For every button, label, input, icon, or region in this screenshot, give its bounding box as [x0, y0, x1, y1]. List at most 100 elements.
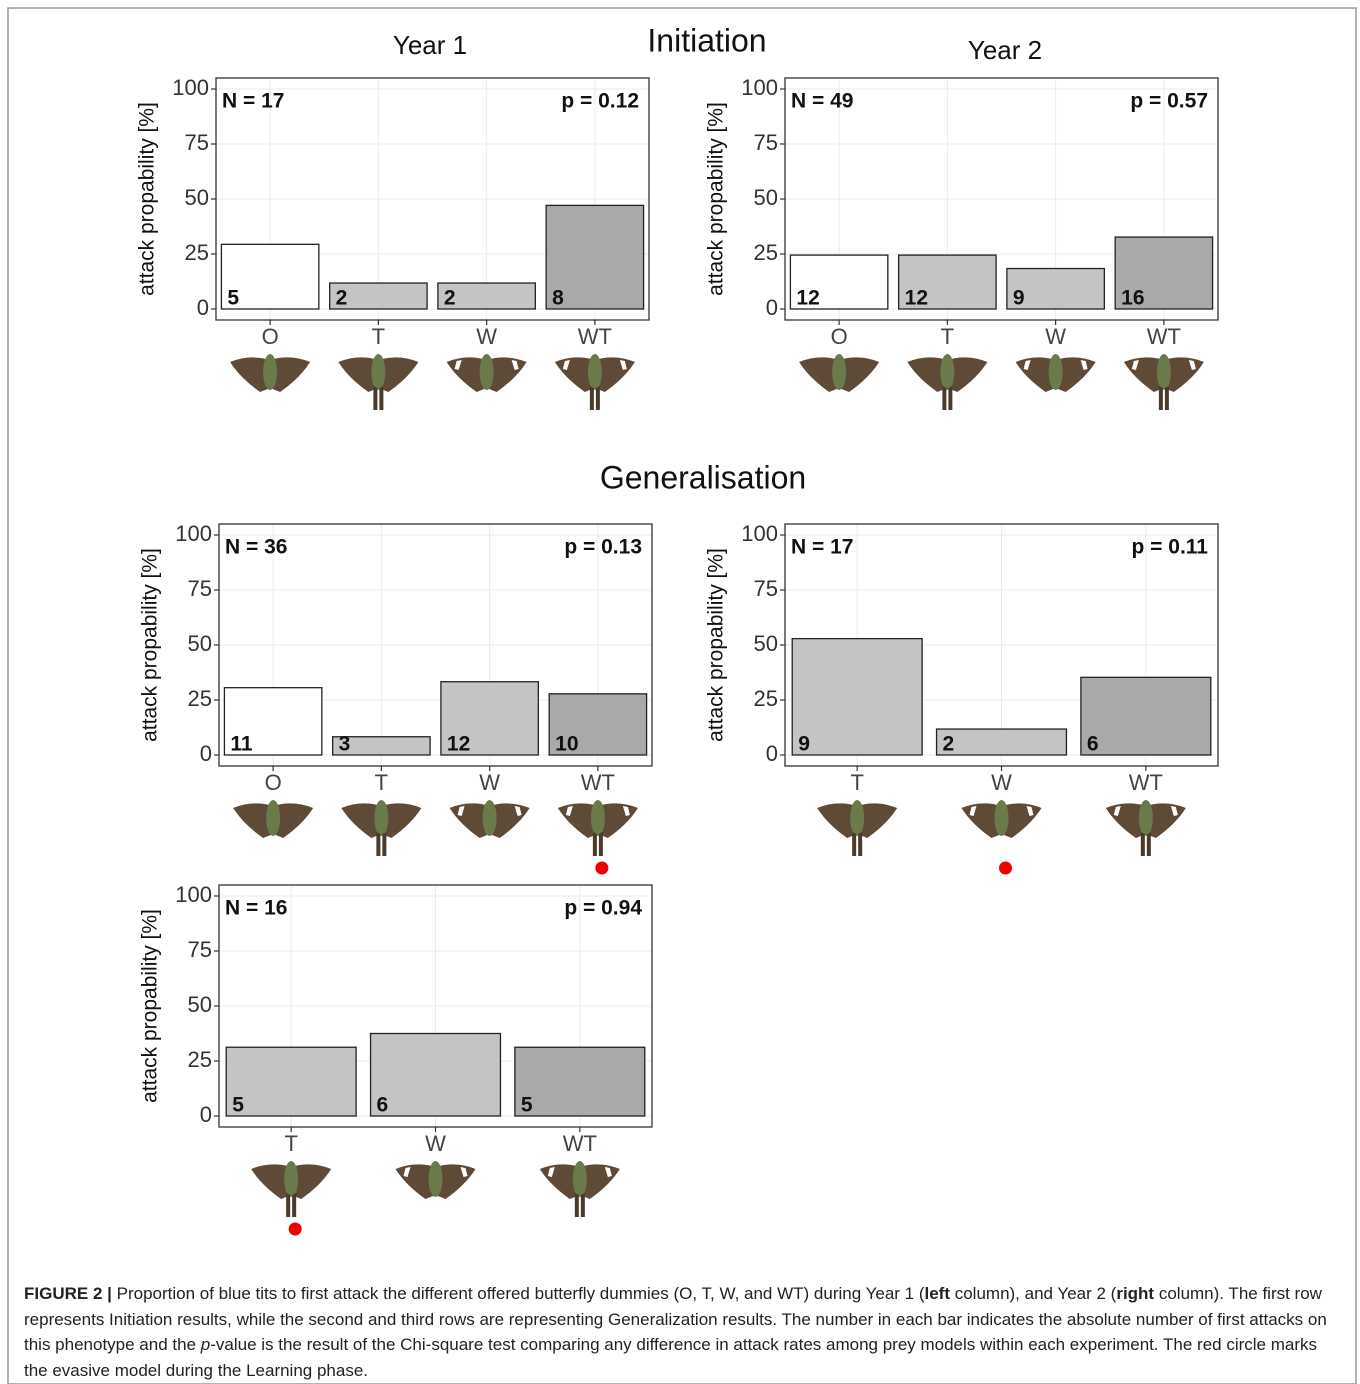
butterfly-icon: [230, 354, 311, 392]
n-label: N = 16: [225, 897, 287, 920]
bar-count-label: 2: [444, 287, 456, 310]
y-tick-label: 75: [754, 130, 778, 155]
y-tick-label: 75: [188, 937, 212, 962]
panel-border: [784, 523, 1219, 767]
n-label: N = 49: [791, 90, 853, 113]
y-tick-label: 100: [175, 882, 212, 907]
y-tick-label: 0: [766, 295, 778, 320]
butterfly-body: [1048, 354, 1063, 390]
butterfly-body: [263, 354, 278, 390]
bar: [329, 282, 428, 310]
y-tick-label: 75: [754, 576, 778, 601]
butterfly-icon: [1105, 800, 1186, 856]
butterfly-body: [284, 1161, 299, 1197]
wing-stripe: [1080, 360, 1088, 370]
wing-stripe: [514, 806, 522, 816]
x-tick-label: W: [1045, 324, 1066, 349]
bar: [548, 693, 648, 756]
wing-stripe: [457, 806, 465, 816]
x-tick-label: T: [375, 770, 388, 795]
caption-text: FIGURE 2 |: [24, 1284, 112, 1303]
y-tick-label: 0: [766, 741, 778, 766]
butterfly-body: [482, 800, 497, 836]
butterfly-tails: [852, 832, 863, 856]
y-tick-label: 75: [188, 576, 212, 601]
section-title: Generalisation: [600, 459, 806, 495]
x-tick-label: W: [476, 324, 497, 349]
caption-text: left: [924, 1284, 951, 1303]
wing-stripe: [1188, 360, 1196, 370]
bar-count-label: 10: [555, 733, 578, 756]
p-label: p = 0.13: [564, 536, 642, 559]
butterfly-tails: [1140, 832, 1151, 856]
bar-count-label: 6: [377, 1094, 389, 1117]
y-axis-label: attack propability [%]: [705, 548, 728, 742]
n-label: N = 17: [791, 536, 853, 559]
wing-stripe: [622, 806, 630, 816]
butterfly-icon: [1015, 354, 1096, 392]
bar: [437, 282, 536, 310]
y-axis-label: attack propability [%]: [139, 548, 162, 742]
p-label: p = 0.11: [1132, 536, 1209, 559]
bar-count-label: 2: [336, 287, 348, 310]
butterfly-body: [266, 800, 281, 836]
bar-count-label: 12: [905, 287, 928, 310]
n-label: N = 36: [225, 536, 287, 559]
section-title: Initiation: [647, 22, 766, 58]
x-tick-label: T: [850, 770, 863, 795]
bar-count-label: 16: [1121, 287, 1144, 310]
butterfly-tails: [574, 1193, 585, 1217]
column-title: Year 1: [393, 30, 467, 60]
butterfly-body: [374, 800, 389, 836]
wing-stripe: [460, 1167, 468, 1177]
butterfly-icon: [961, 800, 1042, 838]
butterfly-body: [1138, 800, 1153, 836]
x-tick-label: WT: [563, 1131, 597, 1156]
y-tick-label: 25: [185, 240, 209, 265]
wing-stripe: [1113, 806, 1121, 816]
column-title: Year 2: [968, 35, 1042, 65]
bar-count-label: 9: [1013, 287, 1025, 310]
butterfly-body: [1156, 354, 1171, 390]
y-axis-label: attack propability [%]: [139, 909, 162, 1103]
bar: [225, 1046, 357, 1117]
bar-count-label: 5: [232, 1094, 244, 1117]
evasive-marker: [999, 861, 1012, 875]
x-tick-label: WT: [1147, 324, 1181, 349]
bar: [545, 204, 645, 310]
butterfly-tails: [286, 1193, 297, 1217]
bar-count-label: 3: [339, 733, 351, 756]
bar-count-label: 12: [447, 733, 470, 756]
y-tick-label: 25: [754, 240, 778, 265]
bar: [369, 1032, 502, 1117]
bar-count-label: 8: [552, 287, 564, 310]
x-tick-label: WT: [581, 770, 615, 795]
butterfly-body: [479, 354, 494, 390]
caption-text: -value is the result of the Chi-square t…: [24, 1335, 1318, 1380]
butterfly-icon: [251, 1161, 332, 1217]
bar: [1006, 267, 1105, 310]
butterfly-tails: [373, 386, 384, 410]
bar: [220, 243, 320, 310]
butterfly-body: [994, 800, 1009, 836]
panel-border: [218, 884, 653, 1128]
y-tick-label: 0: [200, 741, 212, 766]
evasive-marker: [595, 861, 609, 875]
y-tick-label: 50: [754, 631, 778, 656]
butterfly-body: [572, 1161, 587, 1197]
wing-stripe: [562, 360, 570, 370]
bar-count-label: 5: [227, 287, 239, 310]
butterfly-body: [850, 800, 865, 836]
x-tick-label: WT: [1129, 770, 1163, 795]
bar-count-label: 11: [230, 733, 253, 756]
butterfly-icon: [907, 354, 988, 410]
x-tick-label: W: [425, 1131, 446, 1156]
butterfly-icon: [395, 1161, 476, 1199]
bar: [223, 687, 323, 756]
bar: [514, 1046, 646, 1117]
wing-stripe: [511, 360, 519, 370]
bar: [1114, 236, 1214, 310]
bar: [791, 637, 923, 756]
y-tick-label: 100: [172, 75, 209, 100]
caption-text: Proportion of blue tits to first attack …: [111, 1284, 925, 1303]
